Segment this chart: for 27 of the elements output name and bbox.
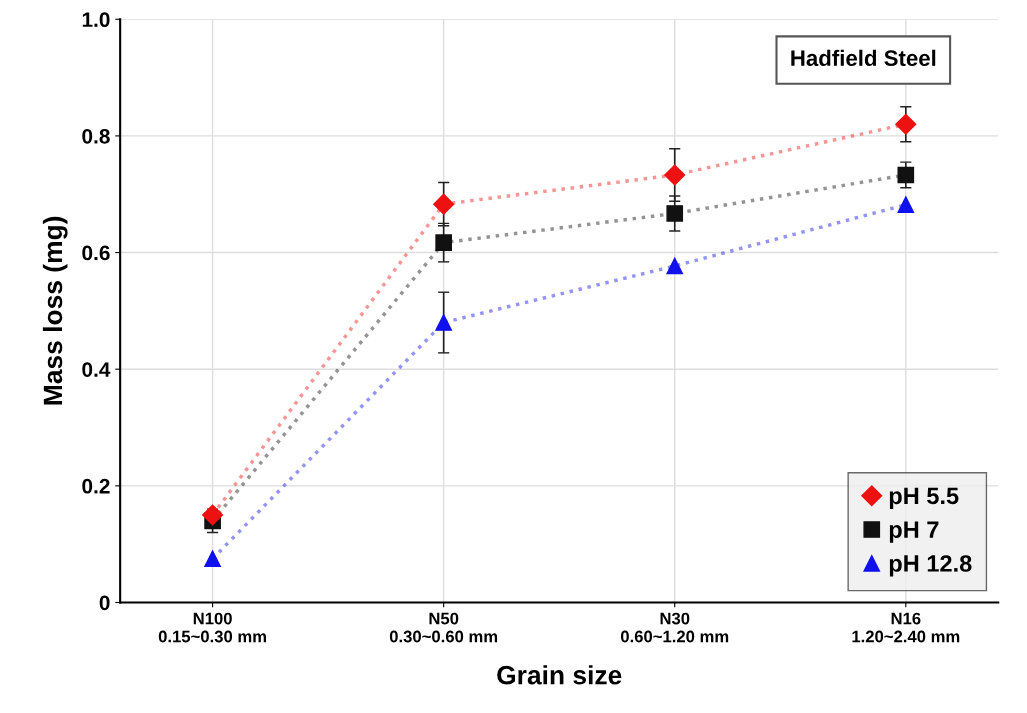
point [664,164,686,186]
x-tick-label: N50 0.30~0.60 mm [389,612,498,643]
point [202,504,224,526]
point [666,205,684,222]
legend-label: pH 12.8 [889,555,972,577]
x-tick-label: N30 0.60~1.20 mm [620,612,729,643]
x-tick-label: N16 1.20~2.40 mm [852,612,960,643]
point [895,113,917,135]
x-tick-label: N100 0.15~0.30 mm [158,612,266,643]
legend-label: pH 7 [889,521,939,543]
y-tick-label: 1.0 [82,12,110,27]
annotation: Hadfield Steel [791,49,936,67]
y-tick-label: 0.2 [82,478,110,494]
legend-label: pH 5.5 [889,487,959,509]
y-tick-label: 0.8 [82,128,110,144]
y-tick-label: 0 [99,595,110,611]
point [435,234,452,251]
y-tick-label: 0.4 [82,362,111,377]
point [897,166,915,184]
point [666,257,684,275]
point [204,550,221,568]
y-axis-title: Mass loss (mg) [42,216,68,405]
x-axis-title: Grain size [497,665,622,685]
point [433,193,455,215]
y-tick-label: 0.6 [82,245,110,261]
point [435,314,452,331]
point [897,196,915,214]
